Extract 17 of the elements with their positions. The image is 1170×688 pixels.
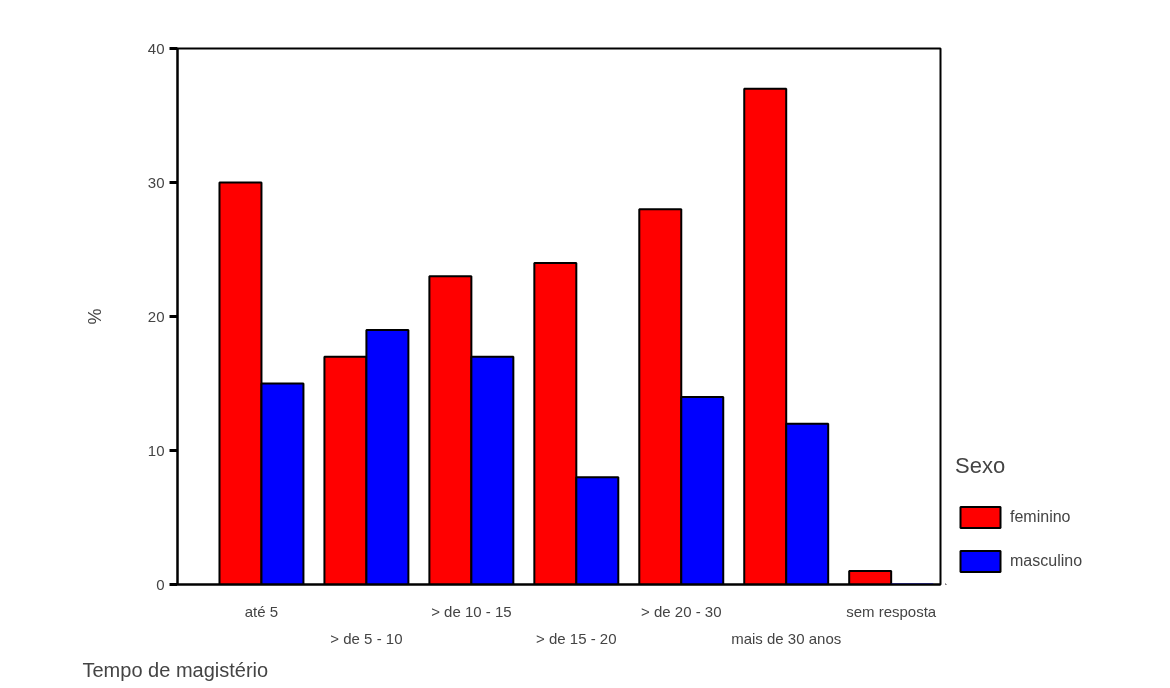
x-tick-label: > de 10 - 15 <box>431 602 512 620</box>
y-tick-label: 0 <box>156 575 165 593</box>
y-tick-label: 20 <box>147 307 165 325</box>
legend-label: feminino <box>1010 508 1072 526</box>
x-tick-label: > de 5 - 10 <box>330 629 403 647</box>
y-axis-title: % <box>84 308 105 325</box>
x-tick-label: > de 20 - 30 <box>641 602 722 620</box>
x-tick-label: mais de 30 anos <box>731 629 842 647</box>
x-tick-label: até 5 <box>244 602 279 620</box>
y-tick-label: 10 <box>147 441 165 459</box>
x-tick-label: sem resposta <box>846 602 937 620</box>
y-tick-label: 30 <box>147 173 165 191</box>
legend-title: Sexo <box>955 453 1007 479</box>
x-tick-label: > de 15 - 20 <box>536 629 617 647</box>
x-axis-title: Tempo de magistério <box>82 659 269 681</box>
legend-label: masculino <box>1010 552 1084 570</box>
y-tick-label: 40 <box>147 39 165 57</box>
